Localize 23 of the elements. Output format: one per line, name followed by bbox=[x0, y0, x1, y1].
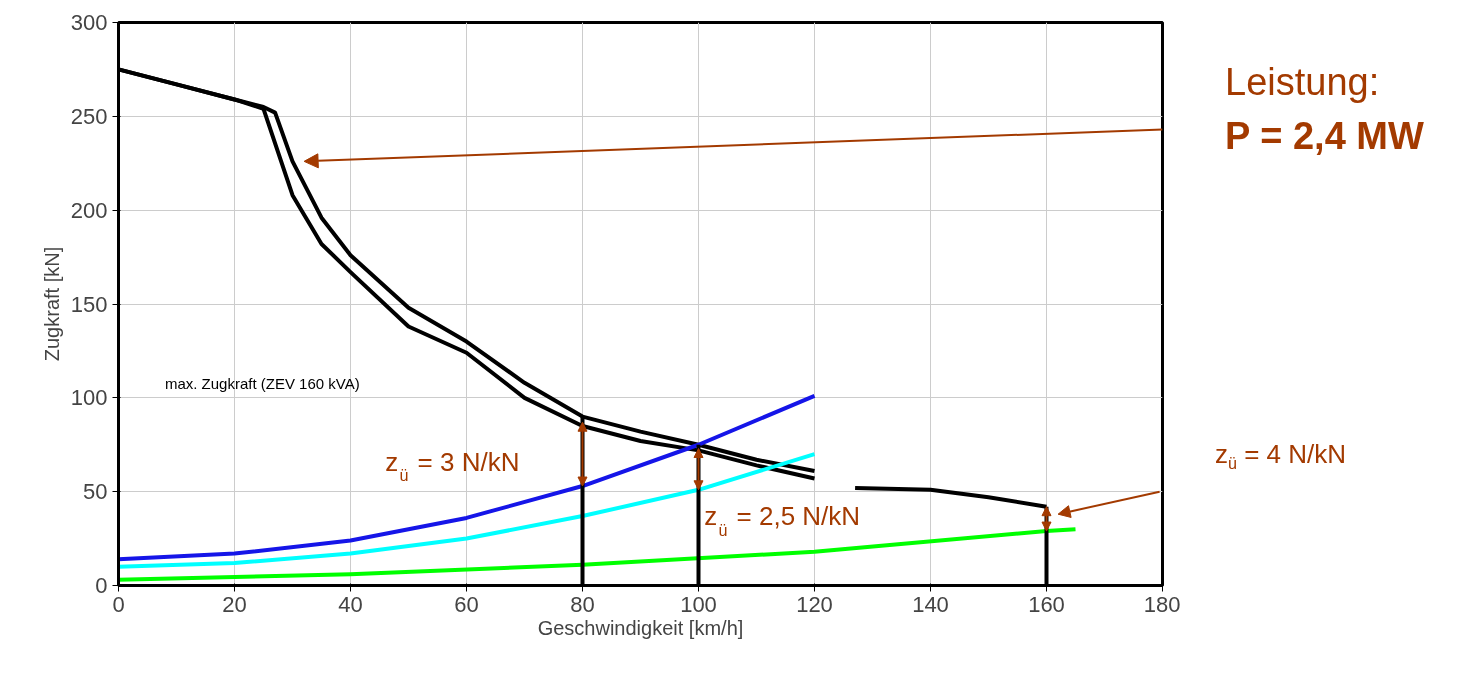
y-tick-label: 100 bbox=[70, 385, 108, 411]
x-tick-label: 120 bbox=[796, 591, 833, 617]
text: z$_{ü}$ = 4 N/kN bbox=[1215, 438, 1347, 475]
y-tick-label: 150 bbox=[70, 291, 108, 317]
y-tick-label: 0 bbox=[95, 573, 108, 598]
x-tick-label: 0 bbox=[112, 591, 125, 617]
y-axis-title: Zugkraft [kN] bbox=[40, 246, 63, 362]
text: Leistung: bbox=[1225, 60, 1380, 105]
annotation: max. Zugkraft (ZEV 160 kVA) bbox=[164, 375, 360, 393]
x-axis-title: Geschwindigkeit [km/h] bbox=[537, 616, 744, 639]
x-tick-label: 80 bbox=[570, 591, 595, 617]
text: P = 2,4 MW bbox=[1225, 114, 1424, 159]
x-tick-label: 20 bbox=[222, 591, 247, 617]
x-tick-label: 40 bbox=[338, 591, 363, 617]
y-tick-label: 250 bbox=[70, 103, 108, 129]
x-tick-label: 60 bbox=[454, 591, 479, 617]
x-tick-label: 140 bbox=[912, 591, 949, 617]
x-tick-label: 180 bbox=[1143, 591, 1181, 617]
x-tick-label: 160 bbox=[1028, 591, 1065, 617]
y-tick-label: 300 bbox=[70, 10, 108, 35]
x-tick-label: 100 bbox=[680, 591, 717, 617]
y-tick-label: 50 bbox=[83, 479, 108, 505]
y-tick-label: 200 bbox=[70, 197, 108, 223]
